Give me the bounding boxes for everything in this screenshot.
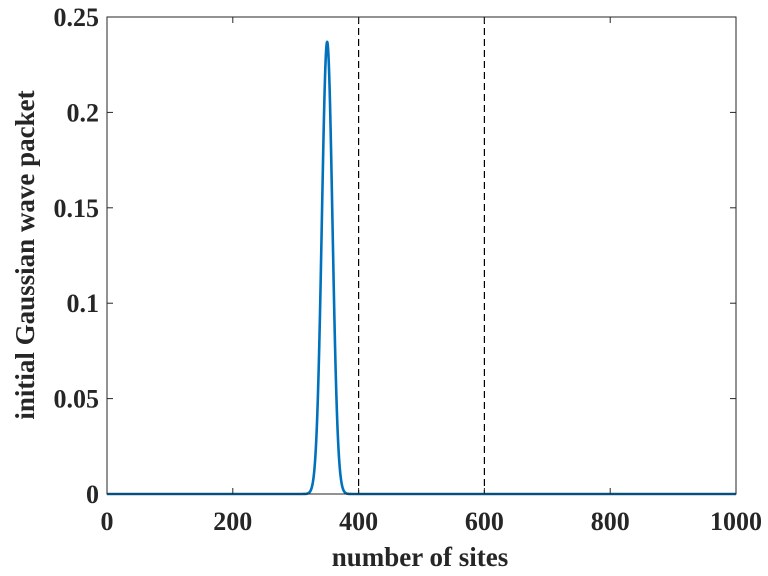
x-tick-label: 200 [213,507,252,536]
reference-lines-layer [358,17,485,494]
x-tick-label: 0 [101,507,114,536]
x-axis-label: number of sites [332,542,509,572]
axes-layer [106,16,737,495]
y-tick-label: 0.05 [54,385,100,414]
y-tick-label: 0 [86,480,99,509]
x-tick-label: 1000 [710,507,762,536]
gaussian-series-line [106,40,737,496]
x-tick-label: 800 [591,507,630,536]
y-tick-label: 0.2 [67,98,100,127]
y-tick-label: 0.25 [54,3,100,32]
series-layer [106,40,737,496]
y-axis-label: initial Gaussian wave packet [10,90,40,419]
x-tick-label: 600 [465,507,504,536]
y-ticks-layer: 0 0.05 0.1 0.15 0.2 0.25 [54,3,736,509]
axes-box [106,16,737,495]
y-tick-label: 0.1 [67,289,100,318]
x-tick-label: 400 [339,507,378,536]
x-ticks-layer: 0 200 400 600 800 1000 [101,17,762,536]
y-tick-label: 0.15 [54,194,100,223]
